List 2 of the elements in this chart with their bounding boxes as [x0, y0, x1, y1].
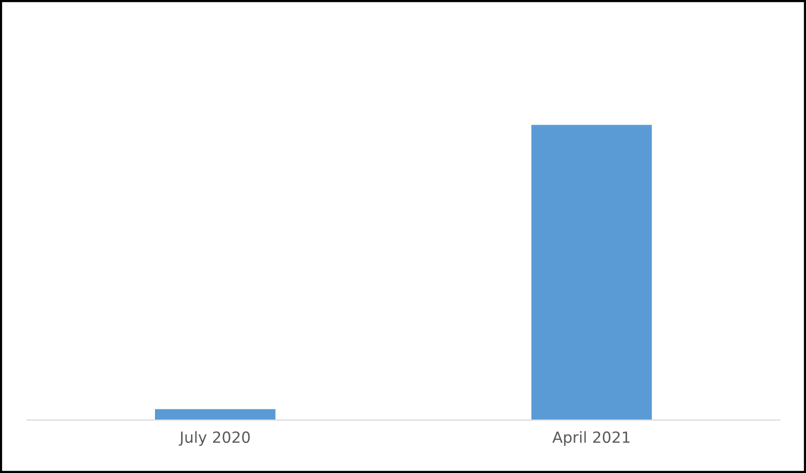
x-tick-label: April 2021 — [552, 431, 630, 446]
x-tick-label: July 2020 — [178, 431, 250, 446]
